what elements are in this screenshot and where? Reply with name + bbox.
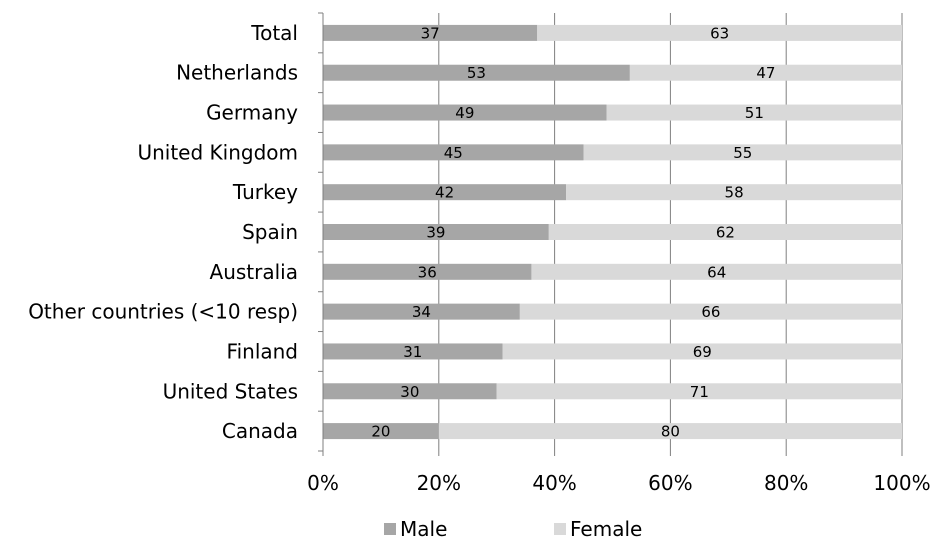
data-label-male: 34 — [412, 303, 431, 321]
data-label-male: 42 — [435, 184, 454, 202]
bar-female — [548, 224, 902, 240]
bar-male — [323, 104, 607, 121]
bar-female — [537, 24, 902, 41]
bar-male — [323, 184, 567, 201]
data-label-female: 47 — [756, 64, 775, 82]
bar-male — [323, 343, 503, 360]
bar-female — [496, 383, 902, 400]
legend: Male Female — [384, 517, 642, 541]
category-label: Australia — [210, 260, 298, 284]
category-label: Finland — [227, 339, 298, 363]
data-label-male: 39 — [426, 224, 445, 242]
tick-labels: 0% 20% 40% 60% 80% 100% — [307, 471, 930, 495]
bar-male — [323, 224, 549, 240]
data-label-male: 37 — [421, 24, 440, 42]
category-labels: Total Netherlands Germany United Kingdom Tur… — [28, 21, 298, 443]
bar-male — [323, 383, 497, 400]
category-label: United States — [163, 379, 298, 403]
bar-male — [323, 24, 538, 41]
category-label: Total — [250, 21, 298, 45]
x-tick-label: 20% — [417, 471, 461, 495]
data-label-male: 36 — [418, 263, 437, 281]
bar-male — [323, 423, 439, 440]
bar-female — [566, 184, 902, 201]
data-label-female: 55 — [733, 144, 752, 162]
bar-male — [323, 64, 630, 81]
data-label-female: 80 — [661, 423, 680, 441]
data-label-male: 30 — [400, 383, 419, 401]
bar-male — [323, 303, 520, 320]
bar-female — [519, 303, 902, 320]
data-label-male: 20 — [371, 423, 390, 441]
x-tick-label: 0% — [307, 471, 339, 495]
category-label: Netherlands — [176, 61, 298, 85]
x-tick-label: 100% — [873, 471, 930, 495]
category-label: United Kingdom — [137, 140, 298, 164]
category-label: Canada — [222, 419, 298, 443]
bar-female — [531, 263, 902, 280]
bar-female — [438, 423, 902, 440]
bar-male — [323, 144, 584, 161]
data-label-female: 69 — [693, 343, 712, 361]
data-label-female: 64 — [707, 263, 726, 281]
category-label: Germany — [206, 101, 298, 125]
data-label-female: 62 — [716, 224, 735, 242]
axes — [318, 12, 903, 456]
data-label-female: 58 — [725, 184, 744, 202]
data-label-female: 71 — [690, 383, 709, 401]
category-label: Spain — [242, 220, 298, 244]
category-label: Other countries (<10 resp) — [28, 300, 298, 324]
x-tick-label: 80% — [764, 471, 808, 495]
bar-female — [583, 144, 902, 161]
data-label-female: 51 — [745, 104, 764, 122]
legend-label-female: Female — [570, 517, 642, 541]
bar-female — [606, 104, 902, 121]
legend-swatch-male — [384, 523, 396, 535]
data-label-female: 63 — [710, 24, 729, 42]
bar-male — [323, 263, 532, 280]
legend-label-male: Male — [400, 517, 447, 541]
data-label-female: 66 — [701, 303, 720, 321]
legend-swatch-female — [554, 523, 566, 535]
category-label: Turkey — [232, 180, 298, 204]
data-label-male: 53 — [467, 64, 486, 82]
data-label-male: 45 — [444, 144, 463, 162]
data-label-male: 49 — [455, 104, 474, 122]
data-labels: 37 63 53 47 49 51 45 55 42 58 39 62 36 64 34 66 31 69 30 71… — [371, 24, 775, 440]
x-tick-label: 40% — [532, 471, 576, 495]
data-label-male: 31 — [403, 343, 422, 361]
bars — [323, 24, 902, 440]
x-tick-label: 60% — [648, 471, 692, 495]
bar-female — [629, 64, 902, 81]
bar-female — [502, 343, 902, 360]
